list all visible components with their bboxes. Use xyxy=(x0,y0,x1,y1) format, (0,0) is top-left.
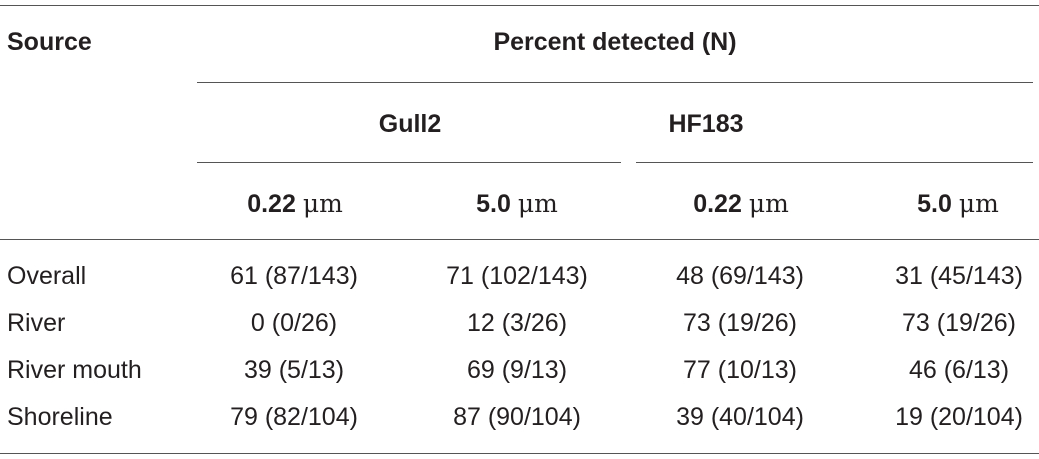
size-unit: μm xyxy=(302,189,343,218)
group-header-hf183: HF183 xyxy=(668,110,744,138)
size-value: 5.0 xyxy=(917,190,952,218)
table-cell: 39 (40/104) xyxy=(676,403,804,431)
table-cell: 79 (82/104) xyxy=(230,403,358,431)
size-unit: μm xyxy=(517,189,558,218)
table-cell: 69 (9/13) xyxy=(466,356,568,384)
size-value: 5.0 xyxy=(476,190,511,218)
size-header-hf183-50: 5.0 μm xyxy=(917,189,999,219)
percent-detected-header: Percent detected (N) xyxy=(493,28,737,56)
table-cell: 48 (69/143) xyxy=(676,262,804,290)
table-cell: 77 (10/13) xyxy=(683,356,797,384)
table-cell: 31 (45/143) xyxy=(895,262,1023,290)
group-header-gull2: Gull2 xyxy=(378,110,442,138)
row-label-shoreline: Shoreline xyxy=(7,403,113,431)
size-header-hf183-022: 0.22 μm xyxy=(693,189,789,219)
source-column-header: Source xyxy=(7,28,92,56)
gull2-underline xyxy=(197,162,621,163)
table-cell: 46 (6/13) xyxy=(908,356,1010,384)
percent-detected-underline xyxy=(197,82,1033,83)
table-cell: 61 (87/143) xyxy=(230,262,358,290)
table-cell: 19 (20/104) xyxy=(895,403,1023,431)
top-rule xyxy=(0,5,1039,6)
table-cell: 71 (102/143) xyxy=(446,262,588,290)
size-header-gull2-50: 5.0 μm xyxy=(476,189,558,219)
table-cell: 0 (0/26) xyxy=(250,309,338,337)
row-label-river-mouth: River mouth xyxy=(7,356,142,384)
header-bottom-rule xyxy=(0,239,1039,240)
table-cell: 73 (19/26) xyxy=(683,309,797,337)
size-value: 0.22 xyxy=(693,190,742,218)
hf183-underline xyxy=(636,162,1033,163)
size-unit: μm xyxy=(958,189,999,218)
size-unit: μm xyxy=(748,189,789,218)
row-label-river: River xyxy=(7,309,66,337)
bottom-rule xyxy=(0,453,1039,454)
table-cell: 39 (5/13) xyxy=(243,356,345,384)
table-cell: 12 (3/26) xyxy=(466,309,568,337)
table-cell: 87 (90/104) xyxy=(453,403,581,431)
size-value: 0.22 xyxy=(247,190,296,218)
table-cell: 73 (19/26) xyxy=(902,309,1016,337)
size-header-gull2-022: 0.22 μm xyxy=(247,189,343,219)
row-label-overall: Overall xyxy=(7,262,87,290)
